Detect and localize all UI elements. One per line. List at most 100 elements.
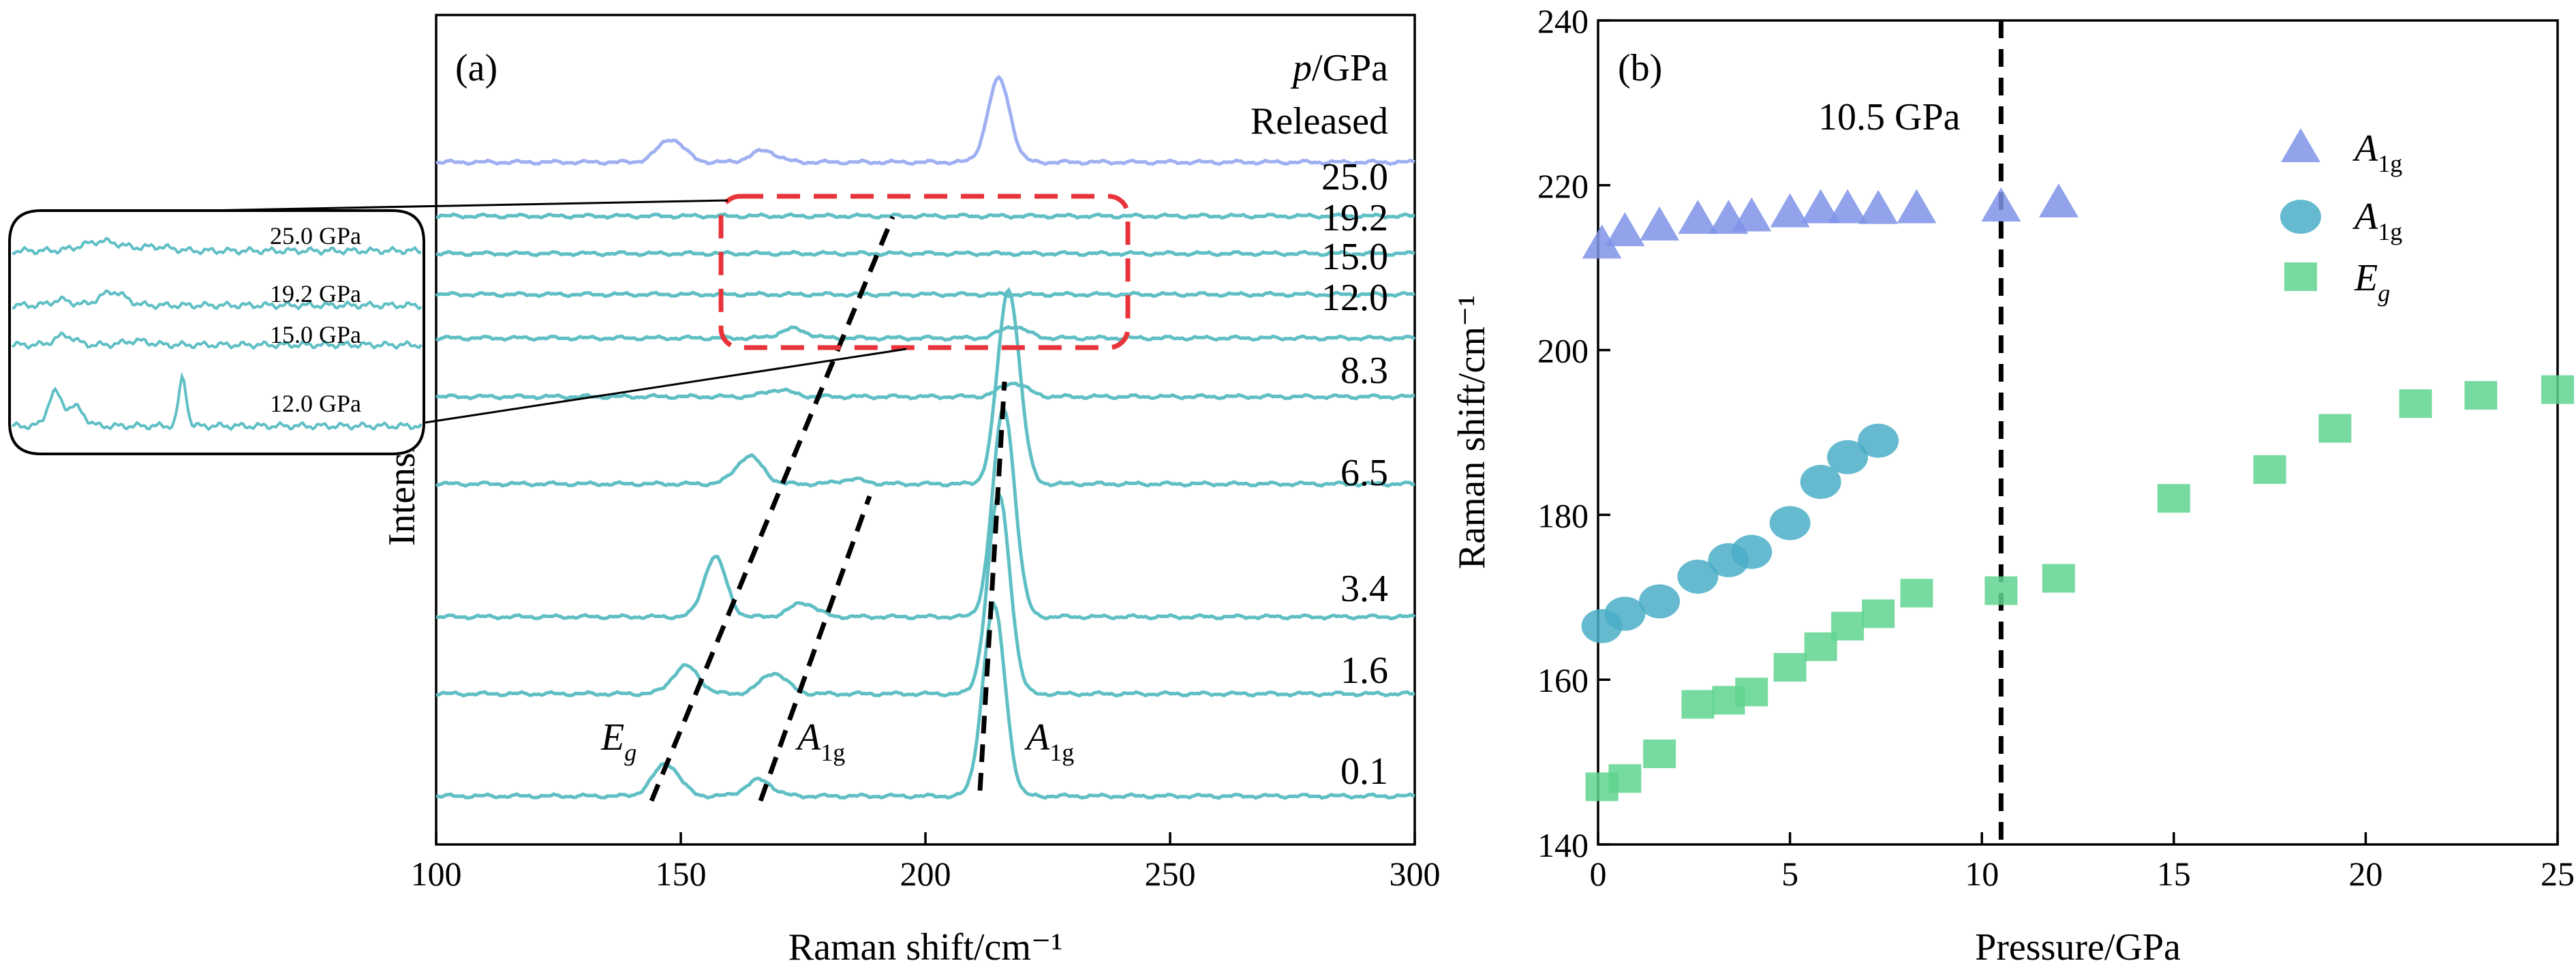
point-square	[1831, 611, 1865, 641]
spectrum-label: 25.0	[1321, 156, 1388, 198]
point-square	[2253, 455, 2286, 484]
panel-a-x-label: Raman shift/cm⁻¹	[788, 926, 1063, 969]
spectrum-label: 8.3	[1340, 350, 1388, 392]
spectrum-19.2	[435, 249, 1415, 258]
point-square	[1862, 599, 1895, 628]
point-circle	[1800, 465, 1841, 500]
y-tick-label: 140	[1537, 826, 1589, 864]
spectrum-label: 19.2	[1321, 197, 1388, 239]
point-triangle	[1897, 189, 1937, 224]
spectrum-label: 6.5	[1340, 452, 1388, 494]
legend-label-a1g-triangle: A1g	[2352, 127, 2402, 177]
inset-spectrum	[11, 331, 423, 350]
y-tick-label: 240	[1537, 2, 1589, 40]
point-triangle	[1981, 187, 2021, 222]
spectrum-0.1	[435, 600, 1415, 800]
point-square	[1773, 653, 1807, 682]
inset-spectrum	[12, 371, 423, 431]
inset-label-19: 19.2 GPa	[270, 280, 361, 307]
spectrum-label: 1.6	[1340, 650, 1388, 692]
x-tick-label: 10	[1965, 855, 1999, 893]
inset-spectra	[11, 237, 423, 431]
point-square	[2464, 381, 2498, 410]
peak-label-eg: Eg	[600, 716, 637, 766]
inset-label-15: 15.0 GPa	[270, 321, 361, 348]
peak-label-a1g-high: A1g	[1024, 716, 1074, 766]
spectrum-label: 3.4	[1340, 568, 1388, 610]
point-triangle	[1828, 189, 1868, 224]
panel-b-x-label: Pressure/GPa	[1975, 926, 2181, 969]
point-circle	[1639, 584, 1681, 619]
inset: 25.0 GPa 19.2 GPa 15.0 GPa 12.0 GPa	[8, 199, 907, 455]
x-tick-label: 100	[411, 855, 462, 893]
inset-label-25: 25.0 GPa	[270, 222, 361, 249]
panel-b-tag: (b)	[1618, 47, 1662, 89]
point-square	[1984, 576, 2018, 605]
point-circle	[1677, 560, 1719, 594]
point-square	[2042, 564, 2075, 593]
spectrum-12.0	[435, 325, 1416, 342]
inset-spectrum	[12, 289, 423, 311]
point-triangle	[1678, 200, 1718, 234]
point-square	[1900, 579, 1933, 608]
panel-b-points	[1581, 183, 2574, 802]
point-circle	[1769, 506, 1811, 540]
pressure-threshold-label: 10.5 GPa	[1818, 96, 1961, 138]
pressure-header: p/GPa	[1290, 47, 1388, 89]
point-triangle	[1732, 197, 1772, 232]
highlight-box	[718, 194, 1131, 350]
peak-label-a1g-low: A1g	[795, 716, 845, 766]
point-triangle	[1640, 206, 1680, 241]
point-triangle	[1582, 224, 1622, 259]
spectrum-25.0	[435, 212, 1415, 220]
point-circle	[1731, 534, 1773, 569]
point-circle	[1604, 596, 1646, 631]
eg-trend-line	[649, 215, 895, 802]
spectrum-label: 0.1	[1340, 750, 1388, 793]
point-triangle	[2038, 183, 2079, 217]
point-triangle	[1605, 212, 1645, 247]
legend-label-eg: Eg	[2354, 257, 2390, 307]
x-tick-label: 300	[1390, 855, 1441, 893]
spectrum-1.6	[435, 490, 1415, 698]
spectrum-3.4	[435, 406, 1416, 621]
x-tick-label: 0	[1590, 855, 1607, 893]
a1g-high-trend-line	[977, 381, 1007, 791]
panel-a-x-ticks: 100 150 200 250 300	[411, 832, 1441, 893]
point-triangle	[1800, 189, 1841, 224]
inset-label-12: 12.0 GPa	[270, 390, 361, 417]
y-tick-label: 200	[1537, 332, 1589, 370]
point-circle	[1858, 423, 1899, 458]
spectrum-label: Released	[1251, 100, 1388, 142]
point-square	[2157, 484, 2190, 513]
legend-marker-eg	[2284, 262, 2317, 291]
y-tick-label: 180	[1537, 496, 1589, 534]
x-tick-label: 25	[2541, 855, 2575, 893]
legend-label-a1g-circle: A1g	[2352, 196, 2402, 245]
y-tick-label: 160	[1537, 661, 1589, 699]
point-circle	[1827, 440, 1869, 474]
panel-b-frame	[1597, 19, 2559, 846]
inset-frame	[8, 209, 425, 455]
spectrum-8.3	[435, 381, 1415, 401]
x-tick-label: 250	[1145, 855, 1196, 893]
spectrum-15.0	[435, 290, 1415, 299]
point-square	[1608, 764, 1642, 793]
spectrum-label: 15.0	[1321, 236, 1388, 278]
point-triangle	[1858, 189, 1899, 224]
x-tick-label: 5	[1781, 855, 1798, 893]
inset-spectrum	[12, 237, 422, 256]
spectrum-Released	[435, 74, 1415, 166]
point-triangle	[1770, 193, 1810, 228]
y-tick-label: 220	[1537, 167, 1589, 205]
spectrum-6.5	[435, 287, 1415, 488]
x-tick-label: 150	[656, 855, 707, 893]
x-tick-label: 20	[2348, 855, 2382, 893]
point-square	[2541, 375, 2574, 404]
legend-marker-a1g-circle	[2280, 200, 2321, 234]
point-square	[2399, 389, 2432, 418]
inset-connector-top	[204, 199, 729, 212]
legend-marker-a1g-triangle	[2281, 128, 2320, 162]
spectra	[435, 74, 1416, 800]
